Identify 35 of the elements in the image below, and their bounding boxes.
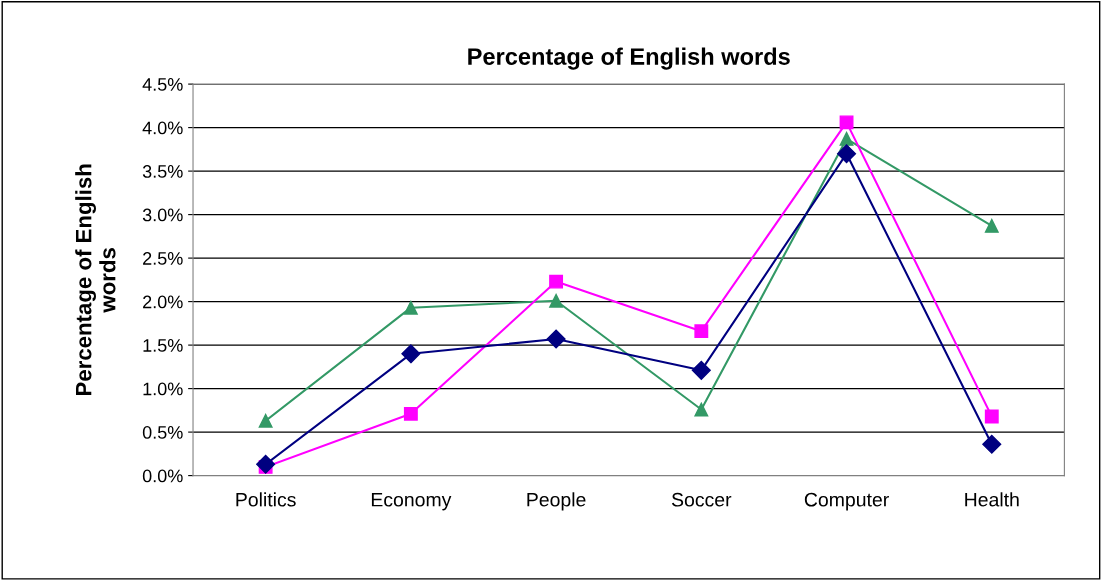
x-tick-label: Computer [804, 492, 889, 511]
point [256, 454, 276, 474]
x-tick-label: Politics [236, 492, 296, 507]
point [546, 329, 566, 349]
y-tick-label: 0.0% [142, 469, 183, 483]
point [984, 218, 999, 233]
point [549, 293, 564, 308]
point [691, 360, 711, 380]
x-tick-label: Health [965, 492, 1019, 507]
y-tick-label: 1.5% [143, 339, 183, 352]
y-tick-label: 1.0% [143, 382, 183, 396]
point [837, 144, 857, 164]
point [403, 406, 418, 421]
point [401, 344, 421, 364]
y-tick-label: 4.5% [142, 78, 183, 91]
point [694, 402, 709, 417]
x-tick-label: People [527, 492, 586, 511]
chart-title: Percentage of English words [468, 47, 790, 70]
point [839, 131, 854, 146]
x-tick-label: Soccer [671, 492, 732, 507]
y-tick-label: 0.5% [142, 426, 183, 439]
point [549, 274, 564, 289]
y-axis-title: Percentage of English words [75, 164, 116, 396]
y-tick-label: 4.0% [142, 121, 183, 135]
y-tick-label: 2.5% [143, 252, 183, 265]
y-tick-label: 3.0% [142, 208, 183, 222]
point [403, 300, 418, 315]
point [984, 409, 999, 424]
x-tick-label: Economy [371, 492, 452, 511]
y-tick-label: 2.0% [143, 295, 183, 309]
y-tick-label: 3.5% [142, 165, 183, 178]
point [839, 115, 854, 130]
point [694, 324, 709, 339]
point [258, 413, 273, 428]
point [982, 434, 1002, 454]
